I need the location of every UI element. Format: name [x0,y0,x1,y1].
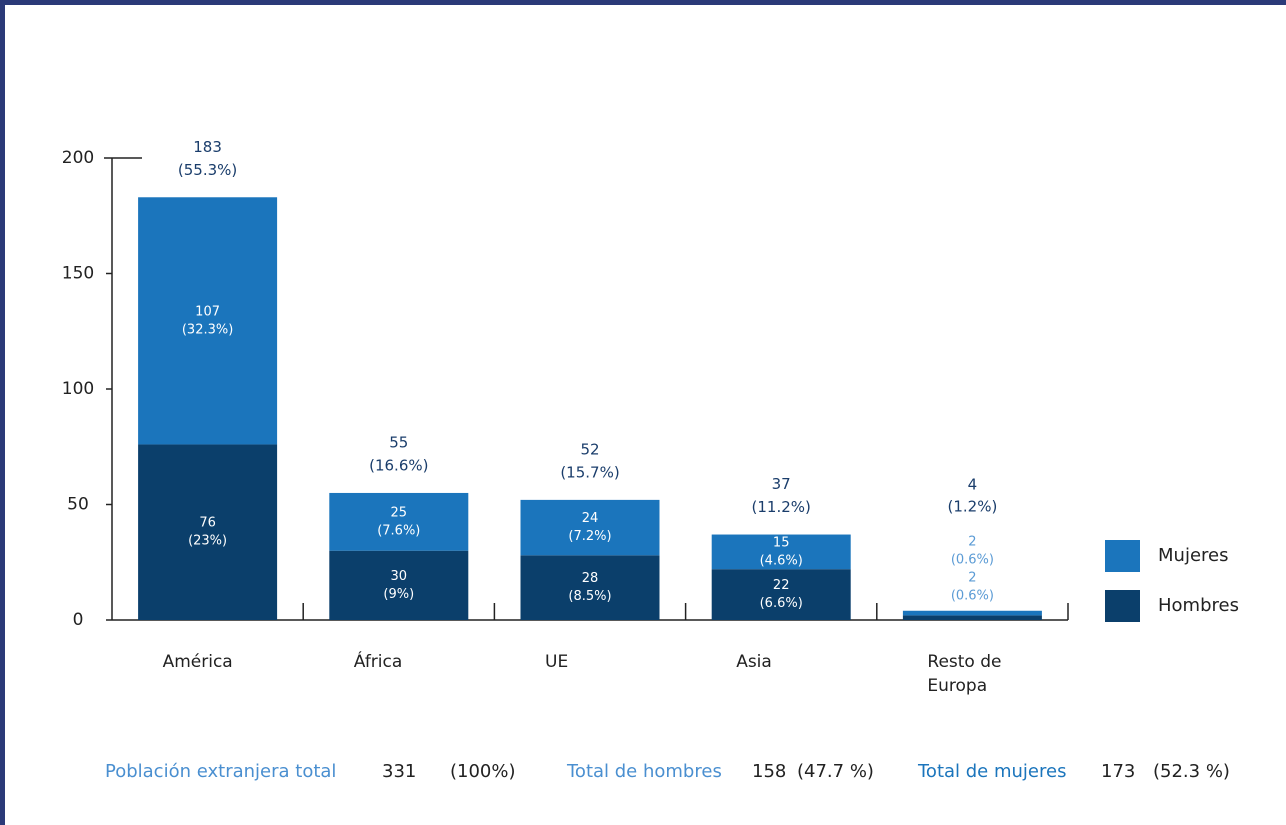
y-tick-label: 0 [73,610,84,630]
footer-percent: (52.3 %) [1153,761,1230,782]
legend-swatch [1105,590,1140,622]
segment-percent-label: (7.2%) [568,529,611,544]
frame-left [0,0,5,825]
x-tick-label: Resto de Europa [927,652,1002,696]
segment-value-label: 30 [391,569,408,584]
bar-segment [711,534,851,570]
bar-segment [902,610,1042,616]
total-label: 52 [580,440,599,458]
x-tick-label: África [353,652,403,672]
segment-percent-label: (6.6%) [760,596,803,611]
footer-label: Población extranjera total [105,761,336,782]
footer-percent: (47.7 %) [797,761,874,782]
total-label: 37 [772,475,791,493]
bar-segment [329,550,469,620]
bar-segment [329,492,469,551]
bar-segment [520,499,660,556]
y-tick-label: 100 [62,379,94,399]
segment-percent-label: (7.6%) [377,523,420,538]
footer-label: Total de mujeres [917,761,1066,782]
total-label: 183 [193,138,222,156]
legend-swatch [1105,540,1140,572]
bar-segment [520,555,660,620]
total-percent-label: (16.6%) [369,456,428,474]
x-tick-label: América [162,652,233,672]
segment-percent-label: (9%) [383,587,414,602]
segment-value-label: 25 [391,505,408,520]
bar-segment [138,444,278,620]
segment-percent-label: (8.5%) [568,589,611,604]
frame-top [0,0,1286,5]
total-percent-label: (55.3%) [178,161,237,179]
segment-percent-label: (0.6%) [951,552,994,567]
legend-label: Mujeres [1158,545,1228,566]
bar-segment [711,569,851,620]
y-tick-label: 150 [62,264,94,284]
total-percent-label: (15.7%) [560,463,619,481]
footer-percent: (100%) [450,761,516,782]
segment-percent-label: (23%) [188,534,227,549]
x-tick-label: UE [545,652,569,672]
bar-segment [138,197,278,445]
segment-percent-label: (4.6%) [760,553,803,568]
segment-value-label: 2 [968,570,976,585]
segment-value-label: 76 [199,516,216,531]
total-percent-label: (1.2%) [947,497,997,515]
y-tick-label: 50 [67,495,89,515]
bar-segment [902,615,1042,620]
total-percent-label: (11.2%) [752,498,811,516]
segment-percent-label: (32.3%) [182,322,233,337]
total-label: 55 [389,433,408,451]
x-tick-label: Asia [736,652,772,672]
segment-value-label: 22 [773,578,790,593]
segment-value-label: 15 [773,535,790,550]
footer-label: Total de hombres [566,761,722,782]
footer-value: 158 [752,761,786,782]
segment-percent-label: (0.6%) [951,588,994,603]
segment-value-label: 24 [582,511,599,526]
segment-value-label: 28 [582,571,599,586]
footer-value: 173 [1101,761,1135,782]
footer-value: 331 [382,761,416,782]
segment-value-label: 107 [195,304,220,319]
total-label: 4 [968,475,978,493]
y-tick-label: 200 [62,148,94,168]
legend-label: Hombres [1158,595,1239,616]
segment-value-label: 2 [968,534,976,549]
